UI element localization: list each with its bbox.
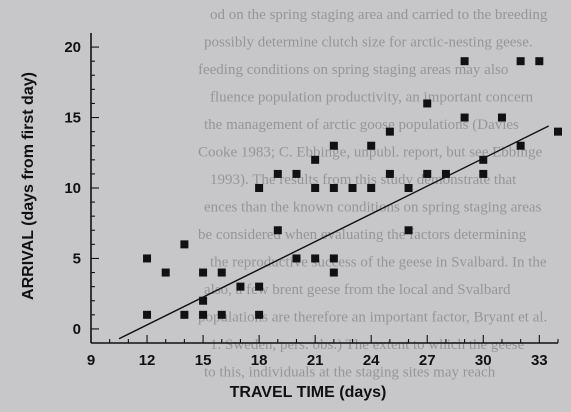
background-text-line: populations are therefore an important f… xyxy=(198,310,547,326)
data-point xyxy=(180,310,189,319)
x-tick-label: 30 xyxy=(475,352,492,369)
background-text-line: Cooke 1983; C. Ebbinge, unpubl. report, … xyxy=(198,145,542,161)
x-tick-label: 9 xyxy=(87,352,95,369)
data-point xyxy=(292,169,301,178)
data-point xyxy=(535,57,544,66)
x-tick-label: 15 xyxy=(195,352,212,369)
axes xyxy=(90,33,559,344)
data-point xyxy=(423,99,432,108)
trend-line xyxy=(118,125,549,340)
background-text-line: feeding conditions on spring staging are… xyxy=(198,62,508,78)
data-point xyxy=(217,268,226,277)
data-point xyxy=(404,184,413,192)
background-text-line: possibly determine clutch size for arcti… xyxy=(204,35,533,51)
data-point xyxy=(311,184,320,192)
background-text-line: ences than the known conditions on sprin… xyxy=(204,200,542,216)
data-point xyxy=(479,169,488,178)
background-text: od on the spring staging area and carrie… xyxy=(198,7,548,381)
y-tick-label: 15 xyxy=(64,110,81,127)
data-point xyxy=(143,254,152,263)
data-point xyxy=(143,310,152,319)
data-point xyxy=(329,268,338,277)
data-point xyxy=(423,169,432,178)
data-point xyxy=(217,310,226,319)
data-point xyxy=(348,184,357,192)
data-point xyxy=(367,141,376,150)
y-tick-labels: 0 5 10 15 20 xyxy=(64,39,81,338)
background-text-line: od on the spring staging area and carrie… xyxy=(210,7,548,23)
data-point xyxy=(273,226,282,235)
data-point xyxy=(236,282,245,291)
data-point xyxy=(385,169,394,178)
data-point xyxy=(554,127,562,136)
background-text-line: fluence population productivity, an impo… xyxy=(210,90,534,106)
data-point xyxy=(385,127,394,136)
data-point xyxy=(311,155,320,164)
data-point xyxy=(516,141,525,150)
y-axis-title: ARRIVAL (days from first day) xyxy=(20,72,37,300)
x-tick-label: 27 xyxy=(419,352,436,369)
background-text-line: also, a few brent geese from the local a… xyxy=(204,282,511,298)
y-tick-label: 0 xyxy=(73,321,81,338)
data-point xyxy=(255,282,264,291)
y-tick-label: 5 xyxy=(73,250,81,267)
x-tick-label: 24 xyxy=(363,352,380,369)
data-point xyxy=(199,310,208,319)
background-text-line: 1993). The results from this study demon… xyxy=(210,172,517,188)
x-tick-label: 12 xyxy=(139,352,156,369)
data-point xyxy=(180,240,189,249)
data-point xyxy=(460,57,469,66)
data-point xyxy=(404,226,413,235)
data-point xyxy=(311,254,320,263)
data-point xyxy=(255,310,264,319)
data-point xyxy=(367,184,376,192)
background-text-line: to this, individuals at the staging site… xyxy=(204,365,496,381)
data-point xyxy=(441,169,450,178)
background-text-line: 1. Sweden, pers. obs.) The extent to whi… xyxy=(210,337,525,353)
data-point xyxy=(329,184,338,192)
data-point xyxy=(497,113,506,122)
data-point xyxy=(161,268,170,277)
background-text-line: the management of arctic goose populatio… xyxy=(204,117,519,133)
data-point xyxy=(273,169,282,178)
data-point xyxy=(516,57,525,66)
x-tick-label: 18 xyxy=(251,352,268,369)
data-point xyxy=(329,141,338,150)
data-point xyxy=(255,184,264,192)
y-tick-label: 20 xyxy=(64,39,81,56)
data-point xyxy=(460,113,469,122)
y-tick-label: 10 xyxy=(64,180,81,197)
data-point xyxy=(329,254,338,263)
x-tick-label: 33 xyxy=(531,352,548,369)
data-point xyxy=(199,296,208,305)
x-tick-label: 21 xyxy=(307,352,324,369)
data-point xyxy=(479,155,488,164)
background-text-line: be considered when evaluating the factor… xyxy=(198,227,527,243)
data-points xyxy=(143,57,562,319)
x-tick-labels: 9 12 15 18 21 24 27 30 33 xyxy=(87,352,548,369)
x-axis-title: TRAVEL TIME (days) xyxy=(230,384,387,401)
data-point xyxy=(292,254,301,263)
data-point xyxy=(199,268,208,277)
